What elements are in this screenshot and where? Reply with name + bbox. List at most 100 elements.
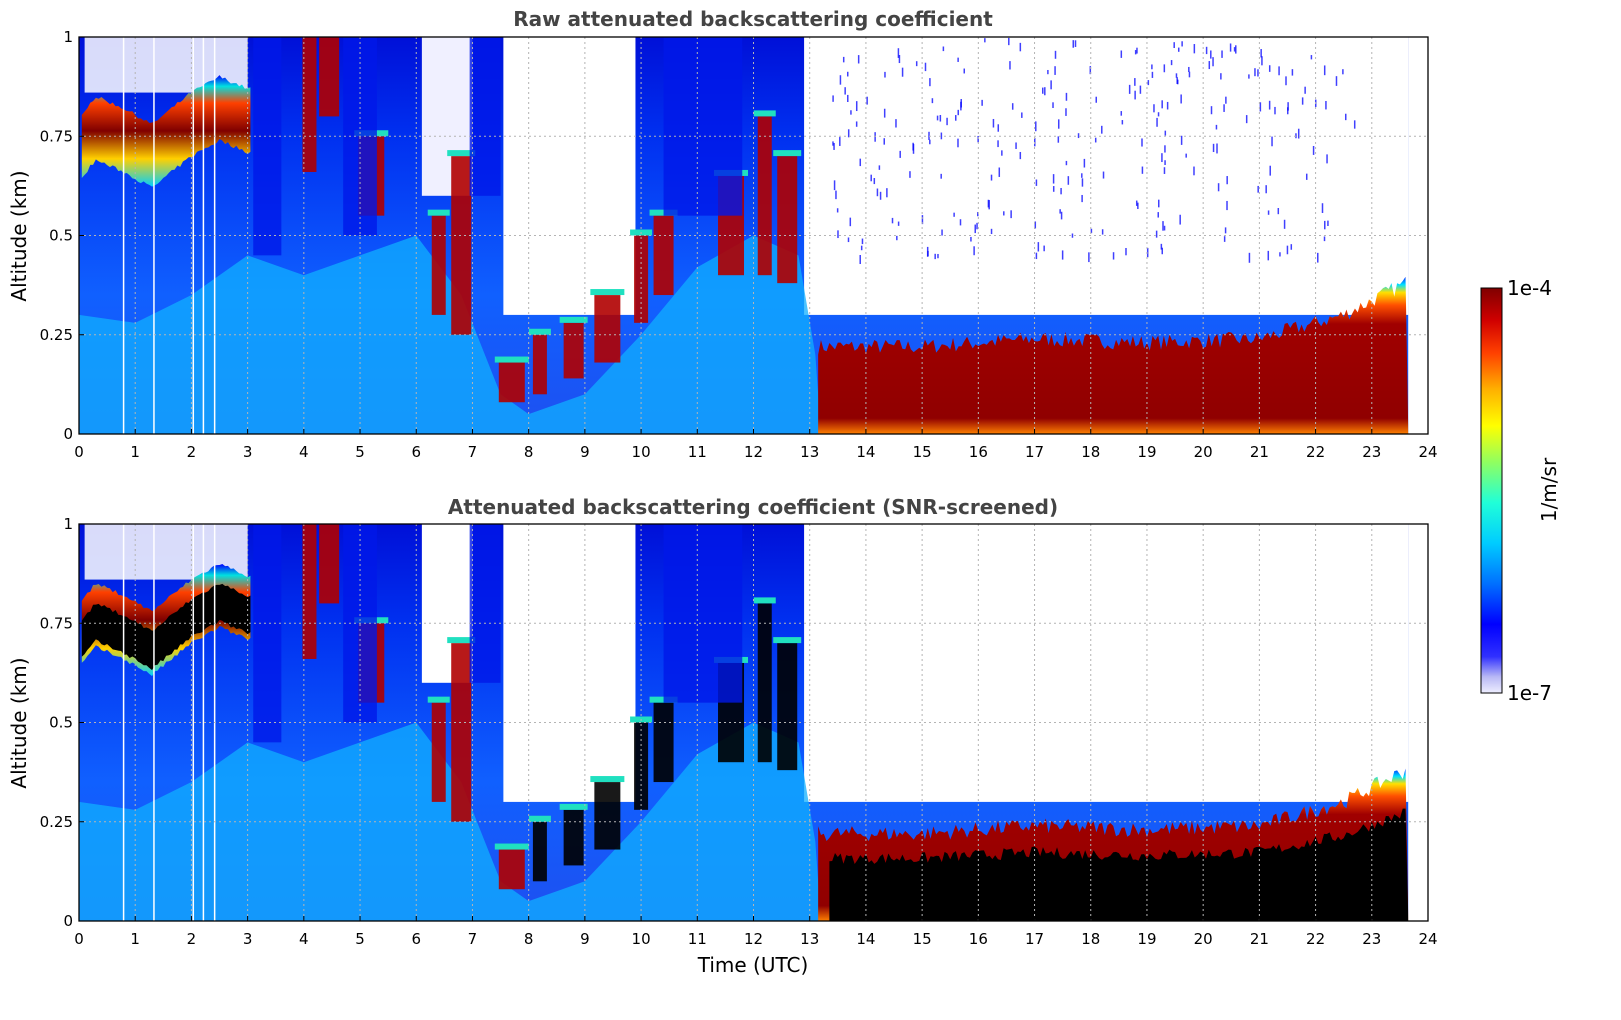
noise-speckle (1128, 84, 1131, 94)
noise-speckle (897, 48, 900, 58)
noise-speckle (1102, 171, 1105, 179)
noise-speckle (1047, 69, 1049, 75)
noise-speckle (1257, 185, 1259, 193)
noise-speckle (1139, 85, 1142, 94)
y-tick-label: 0.75 (40, 127, 73, 145)
convective-plume (653, 215, 674, 296)
noise-speckle (976, 222, 978, 230)
noise-speckle (937, 253, 939, 259)
noise-speckle (1163, 167, 1166, 174)
noise-speckle (1043, 245, 1045, 252)
screened-grid (79, 524, 1428, 921)
noise-speckle (846, 71, 849, 77)
x-tick-label: 20 (1194, 930, 1213, 948)
noise-speckle (1325, 100, 1327, 110)
noise-speckle (1310, 55, 1313, 60)
noise-speckle (946, 117, 948, 126)
colorbar-unit-label: 1/m/sr (1537, 457, 1561, 522)
noise-speckle (833, 180, 836, 191)
noise-speckle (1035, 252, 1038, 260)
x-tick-label: 5 (355, 443, 365, 461)
raw-grid (79, 37, 1428, 434)
y-tick-label: 1 (63, 28, 73, 46)
convective-plume (451, 156, 472, 335)
high-cloud (663, 524, 743, 703)
x-tick-label: 0 (74, 443, 84, 461)
raw-y-ticks: 0 0.25 0.5 0.75 1 (40, 28, 84, 443)
x-tick-label: 19 (1137, 443, 1156, 461)
x-tick-label: 14 (856, 930, 875, 948)
noise-speckle (1326, 154, 1328, 164)
noise-speckle (1054, 66, 1056, 75)
x-tick-label: 9 (580, 443, 590, 461)
noise-speckle (1260, 49, 1262, 58)
noise-speckle (1162, 221, 1164, 231)
x-tick-label: 10 (632, 930, 651, 948)
noise-speckle (891, 217, 894, 224)
noise-speckle (1019, 42, 1022, 52)
x-tick-label: 16 (969, 443, 988, 461)
noise-speckle (1245, 115, 1248, 124)
noise-speckle (1160, 243, 1163, 250)
noise-speckle (1235, 45, 1237, 54)
convective-plume (532, 334, 547, 395)
convective-plume (563, 809, 584, 866)
noise-speckle (870, 174, 872, 182)
x-tick-label: 21 (1250, 930, 1269, 948)
noise-speckle (1180, 94, 1182, 104)
x-tick-label: 24 (1418, 443, 1437, 461)
noise-speckle (1157, 112, 1160, 117)
plume-edge (447, 150, 476, 157)
y-tick-label: 0.5 (49, 714, 73, 732)
noise-speckle (1164, 145, 1166, 153)
noise-speckle (1135, 200, 1138, 206)
noise-speckle (1089, 66, 1092, 75)
noise-speckle (1327, 220, 1329, 226)
noise-speckle (1151, 64, 1153, 70)
noise-speckle (883, 108, 886, 118)
x-tick-label: 3 (243, 930, 253, 948)
clear-air-region (503, 524, 636, 802)
noise-speckle (1287, 102, 1289, 111)
plume-edge (753, 597, 776, 604)
noise-speckle (1146, 247, 1149, 258)
noise-speckle (1081, 194, 1083, 203)
noise-speckle (987, 199, 990, 208)
convective-plume (319, 37, 340, 117)
convective-plume (451, 643, 472, 822)
noise-speckle (1342, 69, 1344, 75)
noise-speckle (997, 140, 999, 148)
noise-speckle (1223, 236, 1226, 242)
noise-speckle (837, 230, 839, 239)
noise-speckle (921, 215, 924, 225)
noise-speckle (897, 221, 900, 226)
noise-speckle (1185, 153, 1187, 158)
noise-speckle (1301, 97, 1304, 105)
noise-speckle (1233, 47, 1236, 52)
noise-speckle (1166, 101, 1169, 110)
noise-speckle (833, 142, 835, 150)
missing-data-line (202, 524, 205, 921)
convective-plume (634, 722, 649, 810)
noise-speckle (847, 237, 850, 243)
noise-speckle (981, 99, 983, 106)
colorbar-gradient (1480, 287, 1503, 694)
noise-speckle (1268, 65, 1271, 72)
noise-speckle (1120, 50, 1123, 58)
convective-plume (498, 362, 525, 403)
convective-plume (594, 782, 621, 850)
noise-speckle (1164, 160, 1166, 165)
noise-speckle (1010, 210, 1012, 219)
screened-x-ticks: 0 1 2 3 4 5 6 7 8 9 10 11 12 13 14 15 16 17 18 19 20 21 22 23 24 (74, 916, 1438, 948)
noise-speckle (844, 87, 846, 95)
screened-panel-title: Attenuated backscattering coefficient (S… (448, 495, 1058, 519)
boundary-layer (818, 276, 1409, 434)
noise-speckle (1072, 40, 1075, 48)
convective-plume (532, 821, 547, 882)
x-tick-label: 22 (1306, 930, 1325, 948)
convective-plume (757, 603, 772, 763)
noise-speckle (1173, 42, 1175, 49)
no-data-region (1408, 37, 1428, 434)
noise-speckle (1071, 233, 1074, 238)
noise-speckle (1077, 133, 1080, 139)
